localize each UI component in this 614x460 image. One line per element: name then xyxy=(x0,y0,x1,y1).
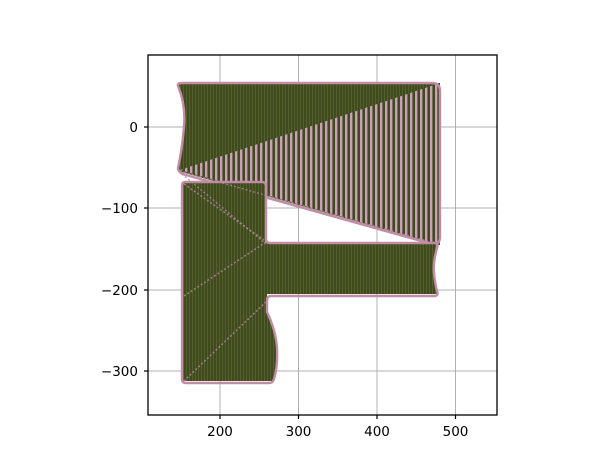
yticklabel-2: −200 xyxy=(101,283,138,299)
yticklabel-1: −100 xyxy=(101,201,138,217)
region-lower-fill xyxy=(182,182,437,381)
yticklabels: 0 −100 −200 −300 xyxy=(101,120,138,380)
region-upper-diagonals xyxy=(179,170,439,245)
xticklabels: 200 300 400 500 xyxy=(207,424,468,440)
yticklabel-3: −300 xyxy=(101,364,138,380)
axes-frame xyxy=(147,54,498,416)
yticklabel-0: 0 xyxy=(129,120,138,136)
region-lower-outline xyxy=(180,180,439,385)
xticklabel-3: 500 xyxy=(443,424,469,440)
region-upper-outline xyxy=(176,81,442,246)
xticks xyxy=(219,415,457,419)
region-upper xyxy=(176,81,442,246)
xticklabel-0: 200 xyxy=(207,424,233,440)
xticklabel-2: 400 xyxy=(364,424,390,440)
data-regions xyxy=(176,81,442,385)
yticks xyxy=(144,126,148,372)
region-upper-wedge xyxy=(180,83,440,245)
xticklabel-1: 300 xyxy=(286,424,312,440)
